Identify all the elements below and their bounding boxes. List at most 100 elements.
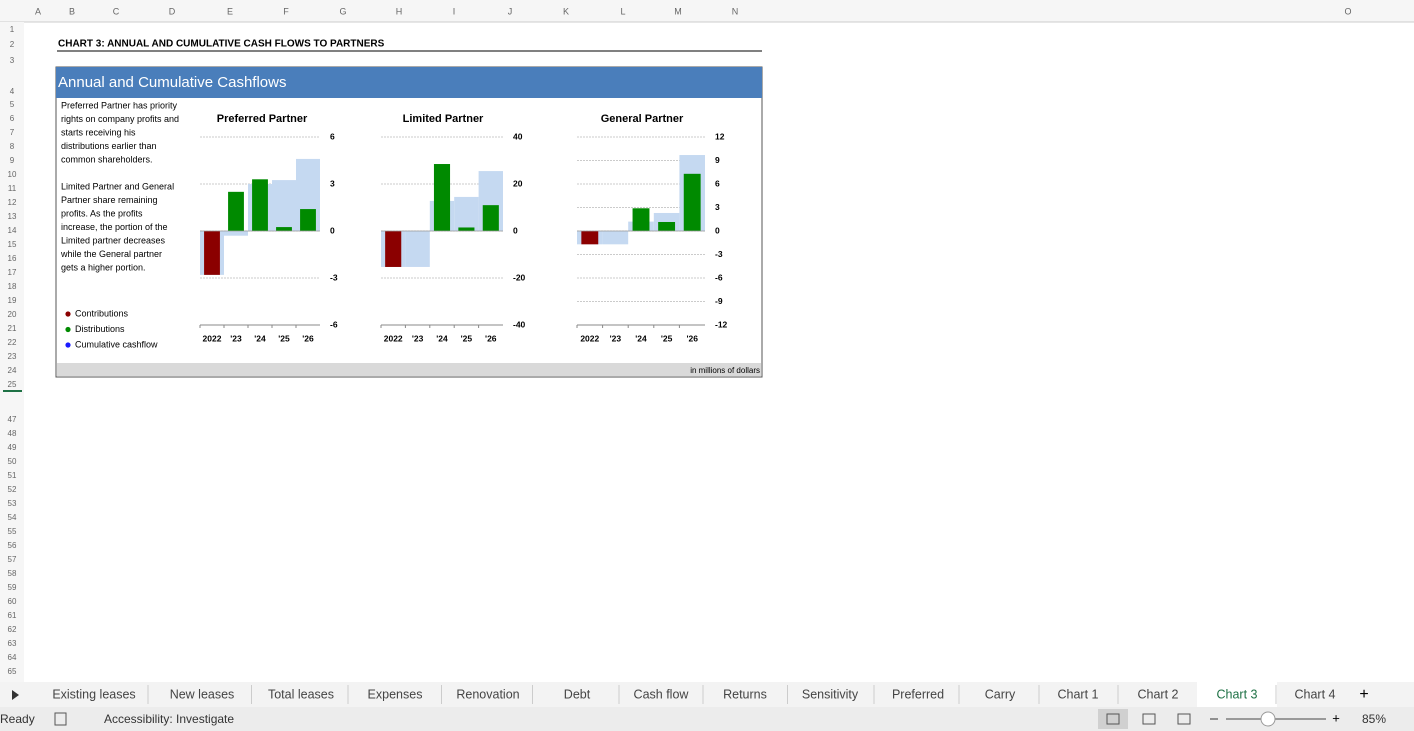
row-header[interactable]: 14 — [8, 226, 17, 235]
row-header[interactable]: 19 — [8, 296, 17, 305]
bar — [272, 180, 296, 231]
row-header[interactable]: 13 — [8, 212, 17, 221]
row-header[interactable]: 47 — [8, 415, 17, 424]
y-tick-label: 6 — [330, 131, 335, 141]
accessibility[interactable]: Accessibility: Investigate — [104, 712, 234, 726]
column-header[interactable]: K — [563, 6, 569, 16]
row-header[interactable]: 50 — [8, 457, 17, 466]
bar — [683, 173, 701, 231]
sheet-tab[interactable]: Sensitivity — [802, 687, 859, 701]
column-header[interactable]: A — [35, 6, 41, 16]
row-header[interactable]: 54 — [8, 513, 17, 522]
zoom-thumb[interactable] — [1260, 711, 1276, 727]
row-header[interactable]: 53 — [8, 499, 17, 508]
row-header[interactable]: 57 — [8, 555, 17, 564]
column-header[interactable]: I — [453, 6, 456, 16]
sheet-tab[interactable]: Preferred — [892, 687, 944, 701]
sheet-tab[interactable]: Chart 2 — [1138, 687, 1179, 701]
break-view[interactable] — [1177, 713, 1191, 725]
row-header[interactable]: 7 — [10, 128, 15, 137]
row-header[interactable]: 9 — [10, 156, 15, 165]
row-header[interactable]: 52 — [8, 485, 17, 494]
column-header[interactable]: E — [227, 6, 233, 16]
tab-scroll[interactable] — [12, 690, 19, 700]
column-header[interactable]: M — [674, 6, 682, 16]
column-header[interactable]: F — [283, 6, 289, 16]
row-header[interactable]: 12 — [8, 198, 17, 207]
bar — [228, 191, 244, 231]
column-header[interactable]: N — [732, 6, 739, 16]
normal-view[interactable] — [1098, 709, 1128, 729]
row-header[interactable]: 59 — [8, 583, 17, 592]
sheet-tab[interactable]: Cash flow — [634, 687, 690, 701]
row-header[interactable]: 17 — [8, 268, 17, 277]
add-sheet[interactable]: + — [1359, 686, 1368, 703]
row-header[interactable]: 8 — [10, 142, 15, 151]
column-header[interactable]: H — [396, 6, 403, 16]
row-header[interactable]: 23 — [8, 352, 17, 361]
column-header[interactable]: B — [69, 6, 75, 16]
sheet-tab[interactable]: Total leases — [268, 687, 334, 701]
sheet-tab[interactable]: Debt — [564, 687, 591, 701]
sheet-tab[interactable]: Existing leases — [52, 687, 135, 701]
column-header[interactable]: C — [113, 6, 120, 16]
row-header[interactable]: 63 — [8, 639, 17, 648]
row-header[interactable]: 2 — [10, 40, 15, 49]
column-header[interactable]: O — [1344, 6, 1351, 16]
row-header[interactable]: 61 — [8, 611, 17, 620]
bar — [276, 227, 292, 231]
sheet-tab[interactable]: Chart 1 — [1058, 687, 1099, 701]
column-header[interactable]: J — [508, 6, 513, 16]
sheet-tab[interactable]: Renovation — [456, 687, 519, 701]
description-line: profits. As the profits — [61, 208, 143, 218]
macro-icon[interactable] — [54, 712, 67, 726]
row-header[interactable]: 55 — [8, 527, 17, 536]
x-tick-label: '23 — [610, 333, 622, 343]
row-header[interactable]: 3 — [10, 56, 15, 65]
x-tick-label: '26 — [686, 333, 698, 343]
row-header[interactable]: 51 — [8, 471, 17, 480]
y-tick-label: 3 — [330, 178, 335, 188]
row-header[interactable]: 22 — [8, 338, 17, 347]
zoom-in[interactable]: + — [1332, 710, 1340, 725]
row-header[interactable]: 18 — [8, 282, 17, 291]
row-header[interactable]: 62 — [8, 625, 17, 634]
layout-view[interactable] — [1142, 713, 1156, 725]
sheet-tab[interactable]: Carry — [985, 687, 1016, 701]
bar — [581, 231, 599, 245]
row-header[interactable]: 60 — [8, 597, 17, 606]
row-header[interactable]: 16 — [8, 254, 17, 263]
bar — [454, 196, 479, 231]
row-header[interactable]: 56 — [8, 541, 17, 550]
row-header[interactable]: 65 — [8, 667, 17, 676]
row-header[interactable]: 24 — [8, 366, 17, 375]
row-header[interactable]: 21 — [8, 324, 17, 333]
column-header[interactable]: G — [339, 6, 346, 16]
sheet-tab[interactable]: Expenses — [368, 687, 423, 701]
y-tick-label: 6 — [715, 178, 720, 188]
row-header[interactable]: 11 — [8, 184, 17, 193]
row-header[interactable]: 15 — [8, 240, 17, 249]
column-header[interactable]: D — [169, 6, 176, 16]
row-header[interactable]: 10 — [8, 170, 17, 179]
sheet-tab[interactable]: New leases — [170, 687, 235, 701]
sheet-tab[interactable]: Chart 3 — [1217, 687, 1258, 701]
row-header[interactable]: 4 — [10, 87, 15, 96]
row-header[interactable]: 58 — [8, 569, 17, 578]
row-header[interactable]: 49 — [8, 443, 17, 452]
sheet-tab[interactable]: Chart 4 — [1295, 687, 1336, 701]
description-line: Preferred Partner has priority — [61, 100, 178, 110]
sheet-tab[interactable]: Returns — [723, 687, 767, 701]
chart-title: Preferred Partner — [217, 113, 308, 125]
row-header[interactable]: 1 — [10, 25, 15, 34]
row-header[interactable]: 64 — [8, 653, 17, 662]
row-header[interactable]: 6 — [10, 114, 15, 123]
row-header[interactable]: 48 — [8, 429, 17, 438]
legend-label: Contributions — [75, 308, 129, 318]
row-header[interactable]: 25 — [8, 380, 17, 389]
row-header[interactable]: 20 — [8, 310, 17, 319]
column-header[interactable]: L — [620, 6, 625, 16]
legend-marker — [65, 311, 71, 317]
row-header[interactable]: 5 — [10, 100, 15, 109]
x-tick-label: '24 — [635, 333, 647, 343]
